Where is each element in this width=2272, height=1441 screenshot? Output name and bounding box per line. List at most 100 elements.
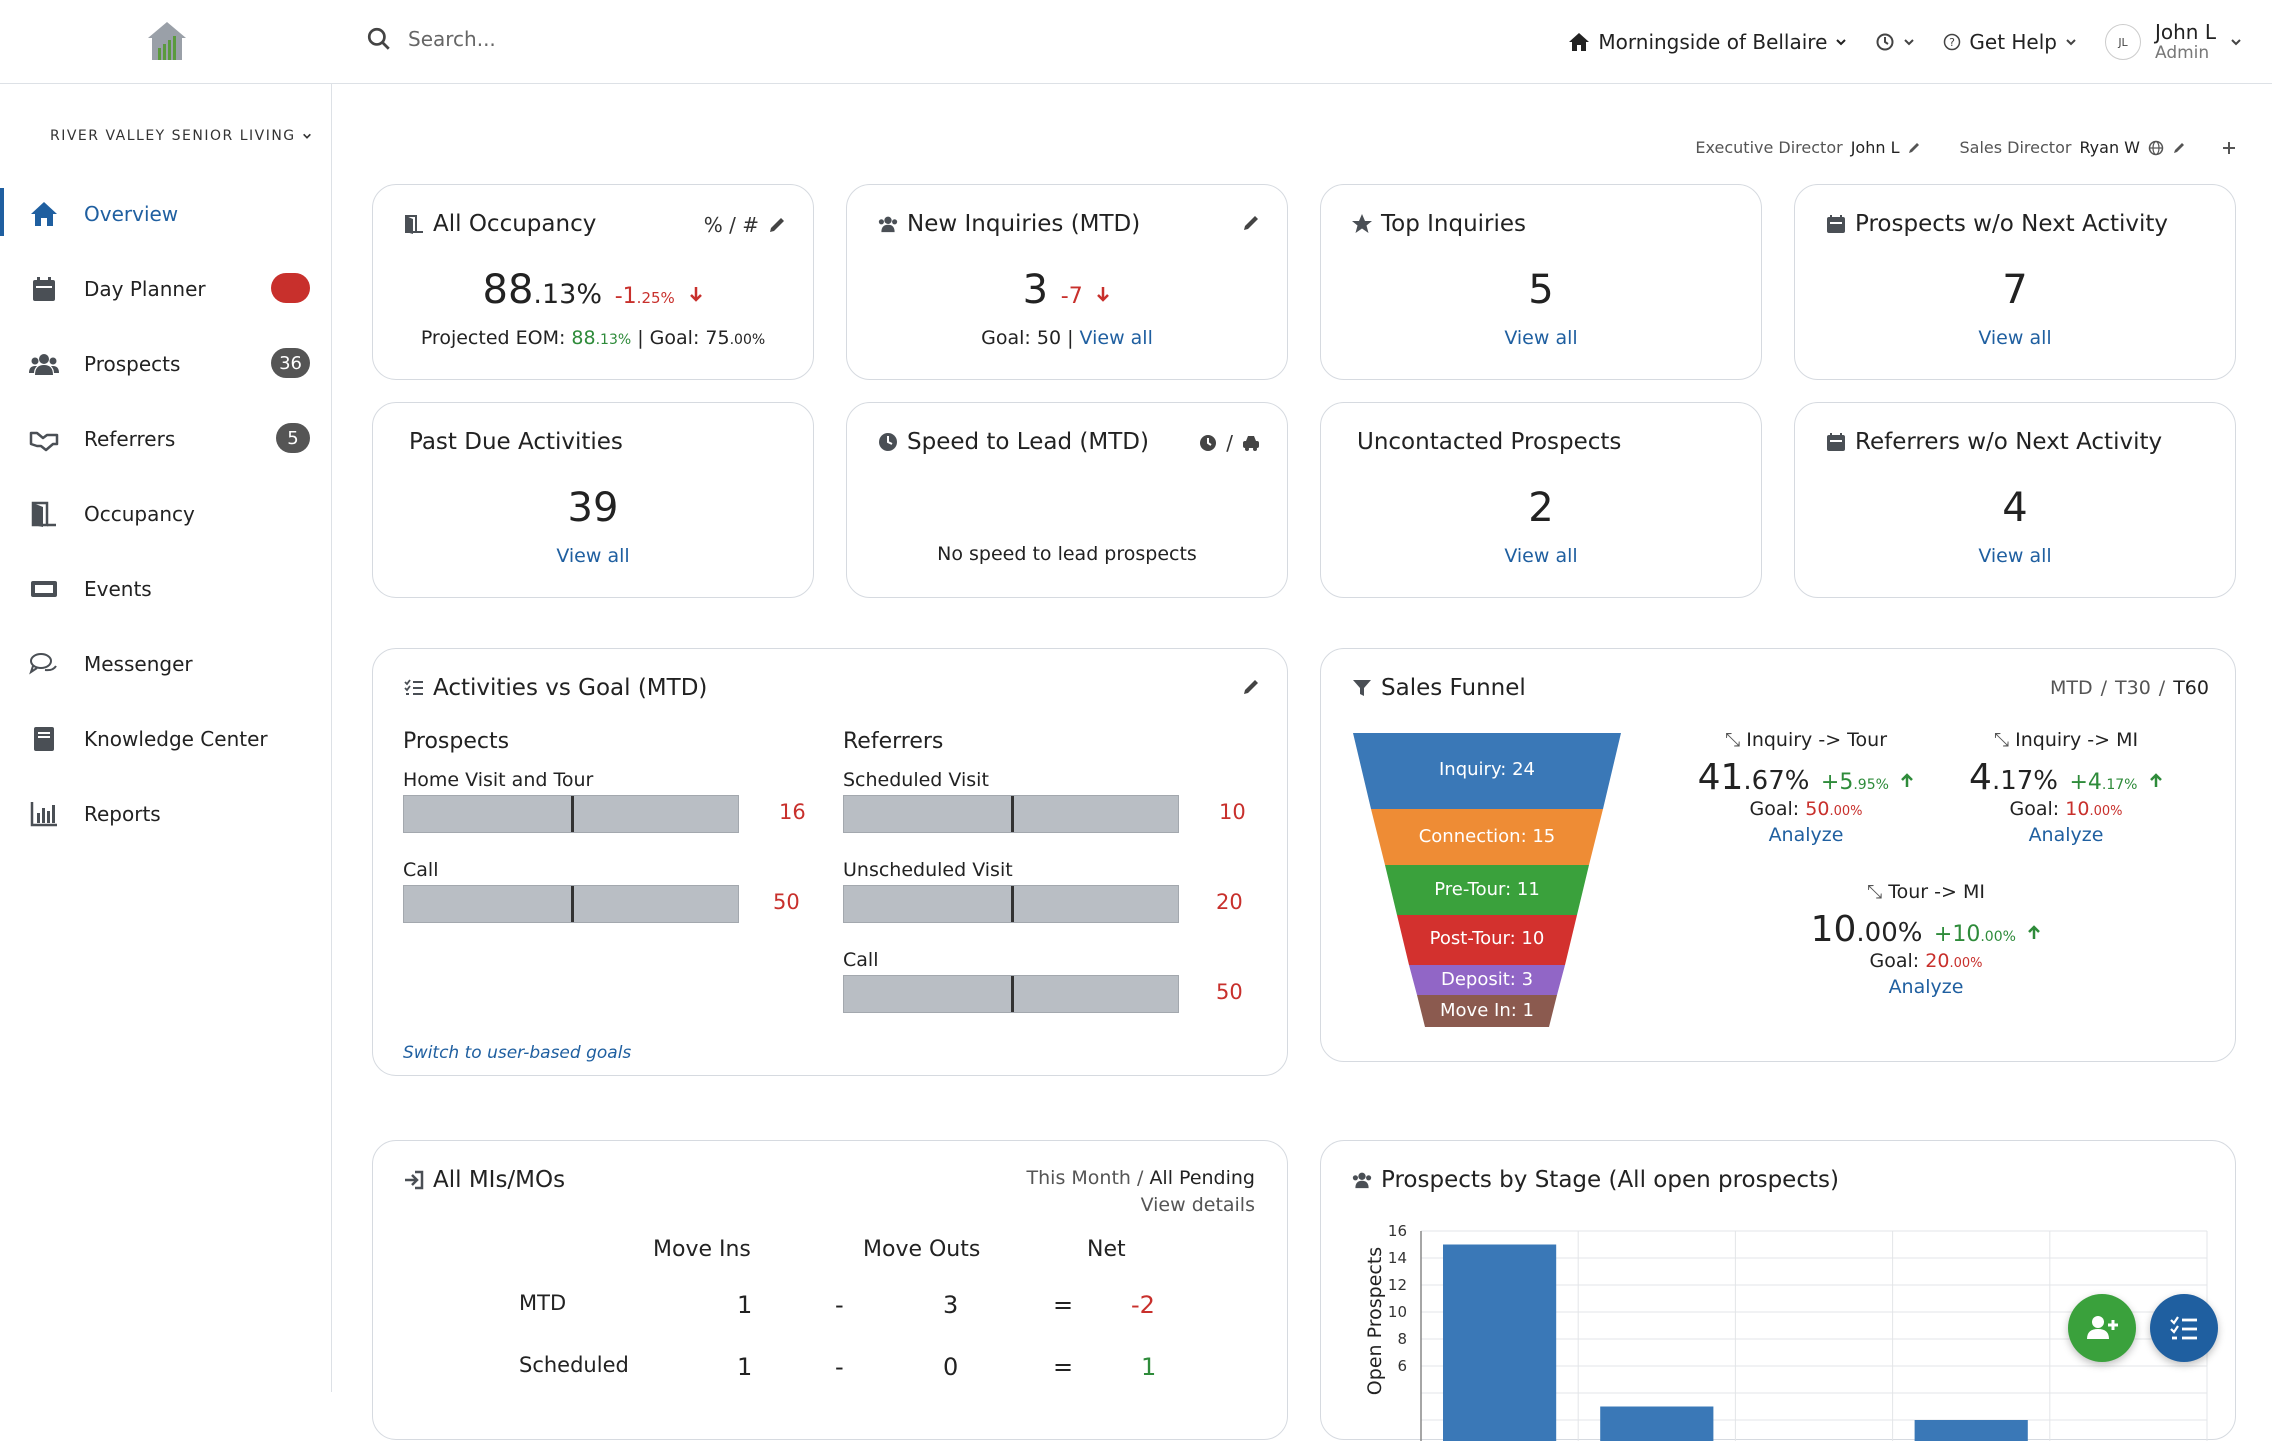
pencil-icon[interactable] [2172,141,2186,155]
plus-icon[interactable] [2222,141,2236,155]
chevron-down-icon[interactable] [2230,36,2242,48]
history-icon [1875,32,1895,52]
range-t30[interactable]: T30 [2115,677,2151,699]
chevron-down-icon [302,131,312,141]
top-bar: Search... Morningside of Bellaire ? Get … [0,0,2272,84]
search-input[interactable]: Search... [408,27,496,51]
conversion-icon: ⤡ [1725,729,1746,751]
funnel-metric-inquiry-tour: ⤡ Inquiry -> Tour 41.67% +5.95% Goal: 50… [1691,729,1921,846]
sidebar-item-label: Overview [84,202,178,226]
chart-bar[interactable] [1600,1407,1713,1441]
community-selector[interactable]: Morningside of Bellaire [1568,30,1847,54]
sidebar-item-prospects[interactable]: Prospects 36 [0,326,332,401]
sidebar-item-day-planner[interactable]: Day Planner 43 [0,251,332,326]
question-icon: ? [1943,33,1961,51]
funnel-metric-inquiry-mi: ⤡ Inquiry -> MI 4.17% +4.17% Goal: 10.00… [1961,729,2171,846]
funnel-metric-tour-mi: ⤡ Tour -> MI 10.00% +10.00% Goal: 20.00%… [1801,881,2051,998]
toggle-separator: / [2159,677,2165,699]
history-button[interactable] [1875,32,1915,52]
analyze-link[interactable]: Analyze [1801,976,2051,998]
chart-bar[interactable] [1915,1420,2028,1441]
logo-icon[interactable] [144,18,190,64]
pencil-icon[interactable] [767,215,787,235]
avatar[interactable]: JL [2105,24,2141,60]
view-all-link[interactable]: View all [373,545,813,567]
prospects-no-activity-title: Prospects w/o Next Activity [1825,211,2168,237]
activity-progress-bar [403,795,739,833]
view-all-link[interactable]: View all [1795,327,2235,349]
sidebar-item-messenger[interactable]: Messenger [0,626,332,701]
view-details-link[interactable]: View details [1027,1192,1255,1219]
metric-int: 41 [1698,757,1744,798]
range-mtd[interactable]: MTD [2050,677,2093,699]
tasks-button[interactable] [2150,1294,2218,1362]
clock-icon[interactable] [1198,433,1218,453]
sales-funnel-card: Sales Funnel MTD/ T30/ T60 Inquiry: 24 C… [1320,648,2236,1062]
sidebar-item-knowledge-center[interactable]: Knowledge Center [0,701,332,776]
search-box[interactable]: Search... [366,26,496,52]
inquiries-delta: -7 [1061,284,1083,309]
filter-this-month[interactable]: This Month [1027,1167,1131,1189]
referrers-no-activity-title: Referrers w/o Next Activity [1825,429,2162,455]
card-title-text: Uncontacted Prospects [1357,429,1621,455]
progress-marker [1011,886,1014,922]
referrers-no-activity-card: Referrers w/o Next Activity 4 View all [1794,402,2236,598]
card-title-text: Activities vs Goal (MTD) [433,675,707,701]
help-label: Get Help [1969,30,2057,54]
chart-bar[interactable] [1443,1245,1556,1441]
metric-dec: .67% [1743,766,1809,796]
view-all-link[interactable]: View all [1321,327,1761,349]
view-all-link[interactable]: View all [1795,545,2235,567]
analyze-link[interactable]: Analyze [1691,824,1921,846]
chat-icon [28,648,60,680]
metric-dec: .17% [1992,766,2058,796]
card-title-text: Prospects by Stage (All open prospects) [1381,1167,1839,1193]
sign-in-icon [403,1169,425,1191]
range-t60[interactable]: T60 [2173,677,2209,699]
activities-title: Activities vs Goal (MTD) [403,675,707,701]
pencil-icon[interactable] [1241,677,1261,697]
move-ins-value: 1 [737,1291,752,1319]
net-value: -2 [1131,1291,1155,1319]
view-all-link[interactable]: View all [1321,545,1761,567]
y-tick-label: 16 [1388,1222,1407,1240]
switch-goals-link[interactable]: Switch to user-based goals [403,1043,631,1063]
organization-selector[interactable]: RIVER VALLEY SENIOR LIVING [50,128,312,144]
analyze-link[interactable]: Analyze [1961,824,2171,846]
add-prospect-button[interactable] [2068,1294,2136,1362]
sidebar-item-referrers[interactable]: Referrers 5 [0,401,332,476]
view-all-link[interactable]: View all [1080,327,1153,349]
percent-count-toggle[interactable]: % / # [704,213,759,237]
sidebar-item-reports[interactable]: Reports [0,776,332,851]
funnel-stage-label: Connection: 15 [1353,826,1621,847]
move-ins-value: 1 [737,1353,752,1381]
sidebar: RIVER VALLEY SENIOR LIVING Overview Day … [0,84,332,1392]
sidebar-item-events[interactable]: Events [0,551,332,626]
prospects-no-activity-value: 7 [1795,267,2235,313]
equals-sign: = [1053,1291,1073,1319]
stage-chart-title: Prospects by Stage (All open prospects) [1351,1167,1839,1193]
sidebar-item-overview[interactable]: Overview [0,176,332,251]
user-role: Admin [2155,44,2216,64]
pencil-icon[interactable] [1907,141,1921,155]
filter-all-pending[interactable]: All Pending [1149,1167,1255,1189]
activity-label: Unscheduled Visit [843,859,1013,881]
help-button[interactable]: ? Get Help [1943,30,2077,54]
sidebar-item-label: Day Planner [84,277,206,301]
svg-text:?: ? [1949,36,1955,49]
col-net: Net [1087,1237,1126,1262]
activities-goal-card: Activities vs Goal (MTD) Prospects Home … [372,648,1288,1076]
y-tick-label: 12 [1388,1276,1407,1294]
prospects-badge: 36 [271,348,310,378]
goal-dec: .00% [730,332,766,348]
pencil-icon[interactable] [1241,213,1261,233]
car-icon[interactable] [1241,433,1261,453]
card-title-text: All MIs/MOs [433,1167,565,1193]
user-menu[interactable]: John L Admin [2155,21,2216,64]
goal-label: Goal: [1870,950,1920,972]
funnel-graphic: Inquiry: 24 Connection: 15 Pre-Tour: 11 … [1353,733,1621,1027]
sales-funnel-title: Sales Funnel [1351,675,1526,701]
progress-marker [571,886,574,922]
sidebar-item-occupancy[interactable]: Occupancy [0,476,332,551]
star-icon [1351,213,1373,235]
